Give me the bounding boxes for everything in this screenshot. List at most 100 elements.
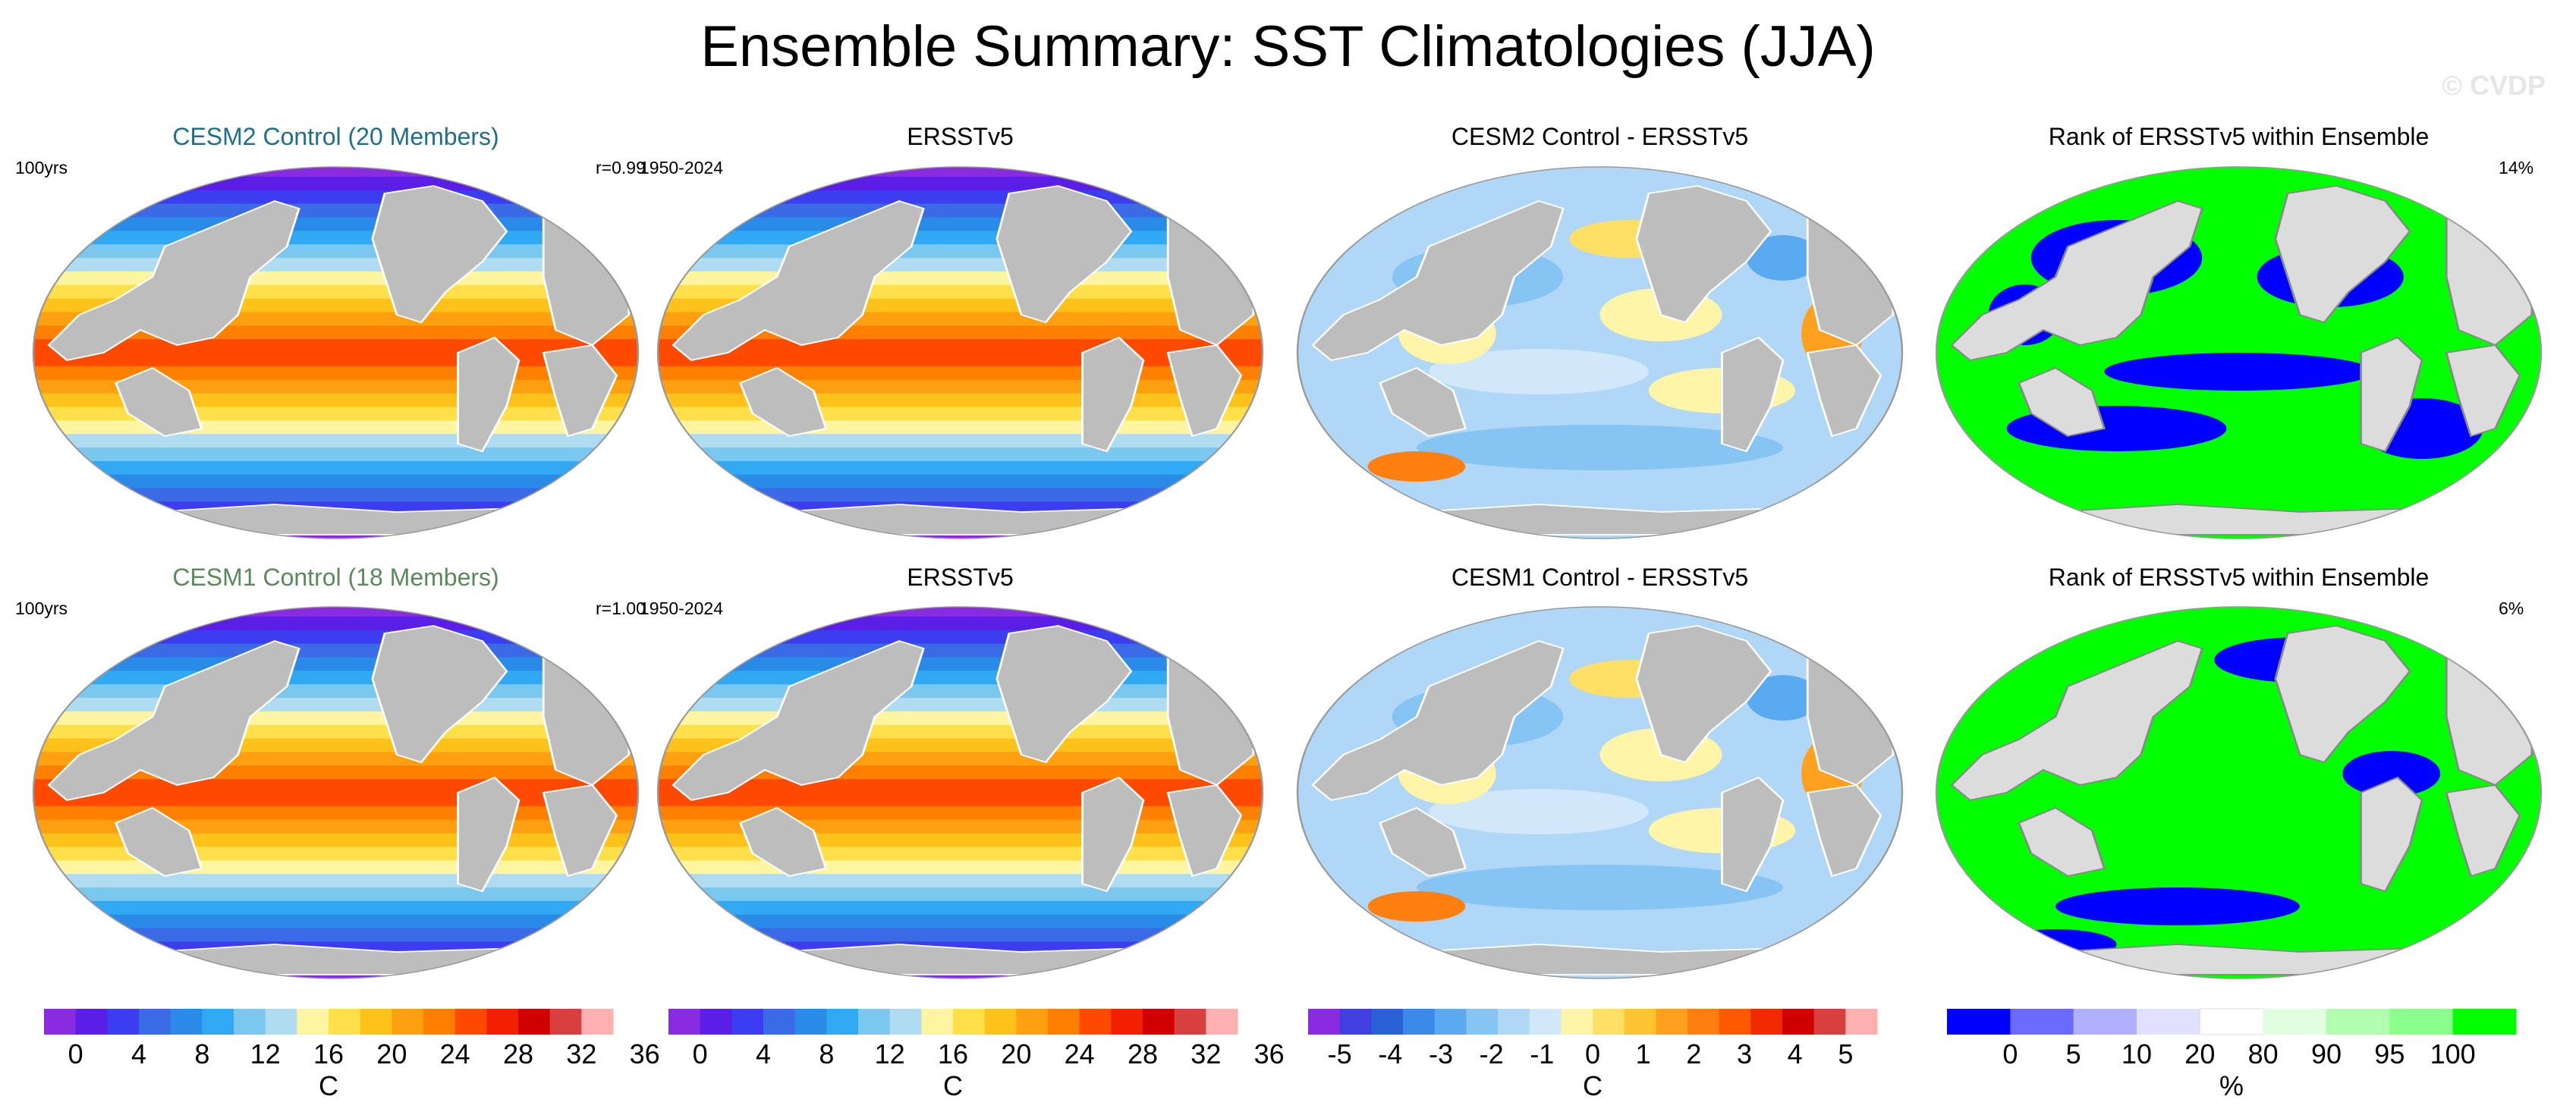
world-map-panel bbox=[30, 163, 641, 542]
world-map-panel bbox=[655, 163, 1266, 542]
colorbar-tick-label: -1 bbox=[1530, 1038, 1554, 1069]
panel-title: CESM2 Control - ERSSTv5 bbox=[1451, 123, 1749, 150]
colorbar-swatch bbox=[1947, 1009, 2011, 1035]
map-image bbox=[1296, 606, 1904, 979]
colorbar-swatch bbox=[668, 1009, 701, 1035]
panel-title: CESM2 Control (20 Members) bbox=[172, 123, 499, 150]
colorbar-tick-label: 4 bbox=[131, 1038, 146, 1069]
colorbar-swatch bbox=[360, 1009, 392, 1035]
colorbar-swatch bbox=[234, 1009, 266, 1035]
world-map-panel bbox=[1933, 603, 2544, 982]
colorbar-tick-label: 20 bbox=[1001, 1038, 1031, 1069]
map-image bbox=[1935, 166, 2543, 539]
colorbar-tick-label: 8 bbox=[194, 1038, 209, 1069]
colorbar-swatch bbox=[1111, 1009, 1143, 1035]
colorbar-swatch bbox=[1687, 1009, 1720, 1035]
panel-title: ERSSTv5 bbox=[907, 123, 1014, 150]
colorbar-swatch bbox=[2389, 1009, 2454, 1035]
colorbar-swatch bbox=[518, 1009, 551, 1035]
colorbar-swatch bbox=[2199, 1008, 2264, 1035]
world-map-panel bbox=[1933, 163, 2544, 542]
panel-stat-label: 6% bbox=[2499, 598, 2524, 618]
colorbar-swatch bbox=[2263, 1009, 2327, 1035]
colorbar-swatch bbox=[700, 1009, 732, 1035]
colorbar-tick-label: 8 bbox=[819, 1038, 834, 1069]
colorbar-swatch bbox=[1750, 1009, 1783, 1035]
colorbar-sst-1: 0 4 8 12 16 20 24 28 32 36 C bbox=[44, 1009, 660, 1103]
panel-stat-label: r=1.00 bbox=[596, 598, 646, 618]
colorbar-swatch bbox=[549, 1009, 582, 1035]
colorbar-tick-label: 16 bbox=[313, 1038, 344, 1069]
colorbar-tick-label: 1 bbox=[1636, 1038, 1651, 1069]
colorbar-swatch bbox=[2073, 1009, 2137, 1035]
panel-title: ERSSTv5 bbox=[907, 564, 1014, 591]
colorbar-swatch bbox=[486, 1009, 519, 1035]
colorbar-tick-label: 5 bbox=[1838, 1038, 1853, 1069]
colorbar-swatch bbox=[75, 1009, 108, 1035]
colorbar-tick-label: 4 bbox=[1788, 1038, 1803, 1069]
colorbar-swatch bbox=[1845, 1009, 1878, 1035]
panel-period-label: 100yrs bbox=[15, 598, 68, 618]
colorbar-swatch bbox=[265, 1009, 297, 1035]
panel-stat-label: r=0.99 bbox=[596, 158, 646, 177]
colorbar-swatch bbox=[826, 1009, 859, 1035]
colorbar-swatch bbox=[329, 1009, 361, 1035]
colorbar-swatch bbox=[581, 1009, 614, 1035]
colorbar-swatch bbox=[423, 1009, 456, 1035]
colorbar-tick-label: 10 bbox=[2122, 1038, 2152, 1069]
colorbar-swatch bbox=[1143, 1009, 1175, 1035]
colorbar-swatch bbox=[1339, 1009, 1372, 1035]
colorbar-tick-label: 20 bbox=[2184, 1038, 2215, 1069]
colorbar-tick-label: 24 bbox=[440, 1038, 470, 1069]
colorbar-swatch bbox=[1308, 1009, 1341, 1035]
colorbar-swatch bbox=[1813, 1009, 1846, 1035]
colorbar-tick-label: 4 bbox=[756, 1038, 771, 1069]
world-map-panel bbox=[30, 603, 641, 982]
colorbar-swatch bbox=[1593, 1009, 1625, 1035]
page-title: Ensemble Summary: SST Climatologies (JJA… bbox=[700, 14, 1876, 79]
colorbar-unit: C bbox=[319, 1070, 338, 1101]
colorbar-swatch bbox=[1016, 1009, 1049, 1035]
colorbar-swatch bbox=[202, 1009, 234, 1035]
map-image bbox=[32, 606, 640, 979]
colorbar-tick-label: 0 bbox=[693, 1038, 708, 1069]
colorbar-swatch bbox=[392, 1009, 424, 1035]
colorbar-tick-label: 95 bbox=[2374, 1038, 2405, 1069]
colorbar-tick-label: 24 bbox=[1065, 1038, 1095, 1069]
colorbar-swatch bbox=[2326, 1009, 2390, 1035]
colorbar-tick-label: -5 bbox=[1328, 1038, 1352, 1069]
world-map-panel bbox=[1294, 163, 1905, 542]
colorbar-swatch bbox=[2452, 1009, 2517, 1035]
panel-period-label: 1950-2024 bbox=[640, 598, 723, 618]
colorbar-swatch bbox=[2137, 1009, 2200, 1035]
colorbar-tick-label: 36 bbox=[630, 1038, 660, 1069]
panel-period-label: 100yrs bbox=[15, 158, 68, 177]
colorbar-tick-label: 0 bbox=[1585, 1038, 1600, 1069]
colorbar-tick-label: 28 bbox=[1128, 1038, 1158, 1069]
panel-period-label: 1950-2024 bbox=[640, 158, 723, 177]
colorbar-tick-label: 20 bbox=[376, 1038, 407, 1069]
colorbar-swatch bbox=[1782, 1009, 1815, 1035]
colorbar-swatch bbox=[889, 1009, 922, 1035]
colorbar-tick-label: 36 bbox=[1254, 1038, 1285, 1069]
colorbar-swatch bbox=[1371, 1009, 1404, 1035]
colorbar-swatch bbox=[1079, 1009, 1112, 1035]
colorbar-tick-label: 32 bbox=[566, 1038, 596, 1069]
colorbar-sst-2: 0 4 8 12 16 20 24 28 32 36 C bbox=[668, 1009, 1285, 1103]
colorbar-swatch bbox=[454, 1009, 487, 1035]
map-image bbox=[1296, 166, 1904, 539]
colorbar-swatch bbox=[297, 1009, 329, 1035]
colorbar-swatch bbox=[1656, 1009, 1688, 1035]
map-image bbox=[1935, 606, 2543, 979]
colorbar-diff: -5 -4 -3 -2 -1 0 1 2 3 4 5 C bbox=[1308, 1009, 1878, 1103]
colorbar-swatch bbox=[1174, 1009, 1206, 1035]
colorbar-swatch bbox=[44, 1009, 77, 1035]
colorbar-tick-label: 32 bbox=[1190, 1038, 1221, 1069]
colorbar-swatch bbox=[921, 1009, 954, 1035]
colorbar-tick-label: -2 bbox=[1480, 1038, 1504, 1069]
colorbar-swatch bbox=[1561, 1009, 1593, 1035]
panel-stat-label: 14% bbox=[2499, 158, 2534, 177]
colorbar-swatch bbox=[2010, 1009, 2074, 1035]
colorbar-unit: C bbox=[1583, 1070, 1603, 1101]
colorbar-swatch bbox=[794, 1009, 827, 1035]
